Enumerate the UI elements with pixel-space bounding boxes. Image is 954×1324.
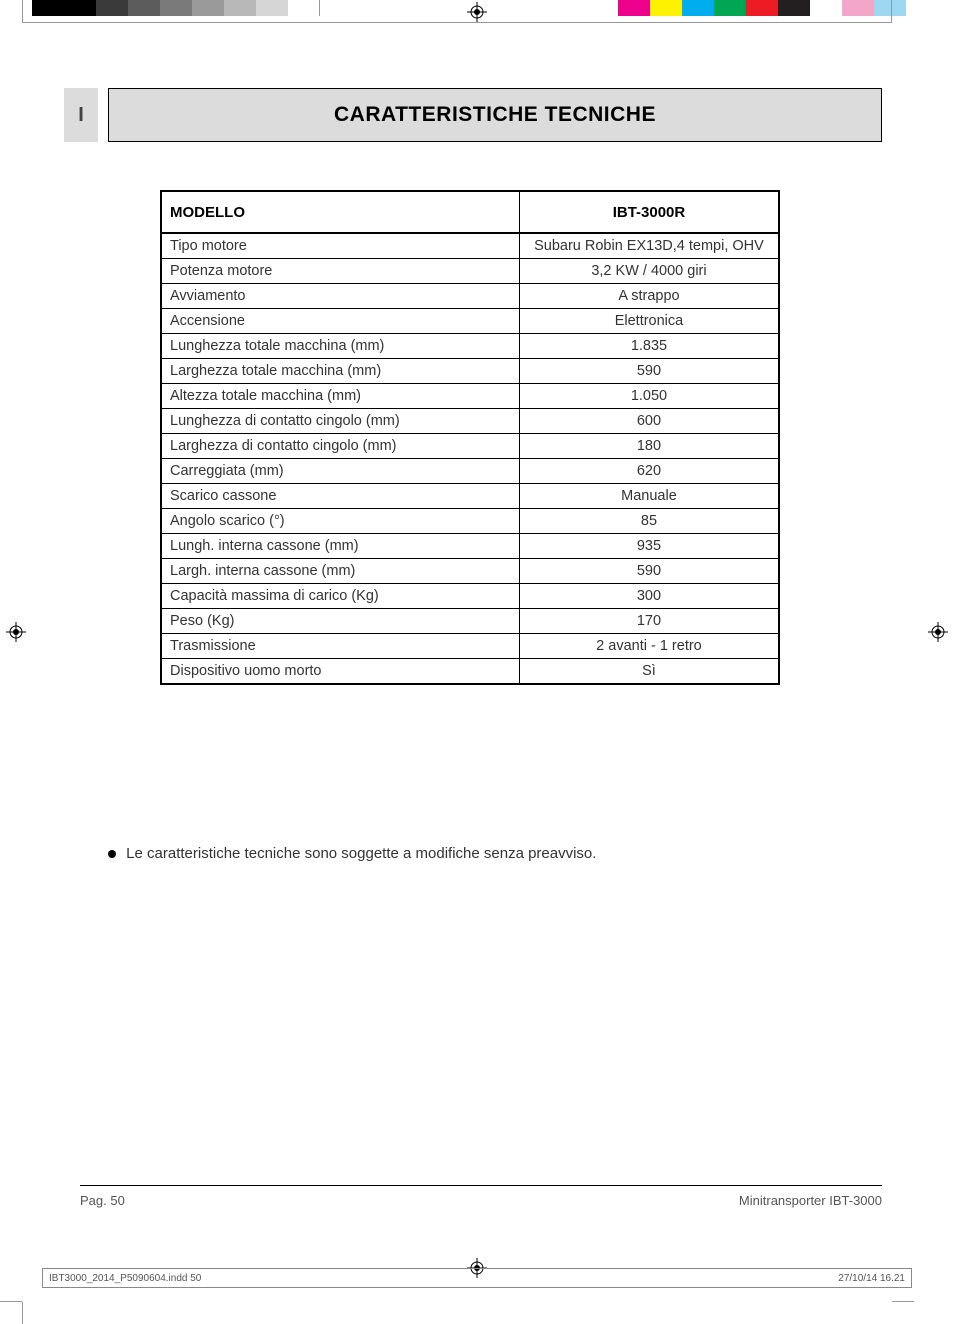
color-swatch [288, 0, 320, 16]
color-swatch [96, 0, 128, 16]
spec-value: Elettronica [519, 309, 779, 334]
section-header: CARATTERISTICHE TECNICHE [108, 88, 882, 142]
slug-timestamp: 27/10/14 16.21 [838, 1273, 905, 1284]
spec-value: Manuale [519, 484, 779, 509]
color-swatch [874, 0, 906, 16]
spec-label: Carreggiata (mm) [161, 459, 519, 484]
spec-value: 590 [519, 359, 779, 384]
color-swatch [714, 0, 746, 16]
spec-label: Capacità massima di carico (Kg) [161, 584, 519, 609]
crop-mark [892, 1301, 914, 1302]
table-row: Dispositivo uomo mortoSì [161, 659, 779, 685]
table-row: Lunghezza di contatto cingolo (mm)600 [161, 409, 779, 434]
color-swatch [682, 0, 714, 16]
footer-doc-name: Minitransporter IBT-3000 [739, 1193, 882, 1208]
color-swatch [746, 0, 778, 16]
spec-value: Subaru Robin EX13D,4 tempi, OHV [519, 233, 779, 259]
spec-label: Accensione [161, 309, 519, 334]
registration-mark-icon [6, 622, 26, 642]
spec-label: Tipo motore [161, 233, 519, 259]
spec-value: 2 avanti - 1 retro [519, 634, 779, 659]
color-swatch [64, 0, 96, 16]
spec-value: 620 [519, 459, 779, 484]
table-row: Potenza motore3,2 KW / 4000 giri [161, 259, 779, 284]
table-header-value: IBT-3000R [519, 191, 779, 233]
spec-label: Scarico cassone [161, 484, 519, 509]
table-row: Lunghezza totale macchina (mm)1.835 [161, 334, 779, 359]
spec-value: Sì [519, 659, 779, 685]
table-row: Carreggiata (mm)620 [161, 459, 779, 484]
spec-table: MODELLO IBT-3000R Tipo motoreSubaru Robi… [160, 190, 780, 685]
spec-label: Avviamento [161, 284, 519, 309]
color-swatch [650, 0, 682, 16]
table-row: Larghezza totale macchina (mm)590 [161, 359, 779, 384]
section-tab: I [64, 88, 98, 142]
slug-file: IBT3000_2014_P5090604.indd 50 [49, 1273, 201, 1284]
spec-label: Altezza totale macchina (mm) [161, 384, 519, 409]
spec-value: 3,2 KW / 4000 giri [519, 259, 779, 284]
spec-label: Potenza motore [161, 259, 519, 284]
spec-value: 180 [519, 434, 779, 459]
table-row: Larghezza di contatto cingolo (mm)180 [161, 434, 779, 459]
table-row: Scarico cassoneManuale [161, 484, 779, 509]
spec-label: Angolo scarico (°) [161, 509, 519, 534]
spec-label: Peso (Kg) [161, 609, 519, 634]
spec-label: Trasmissione [161, 634, 519, 659]
footer-rule [80, 1185, 882, 1186]
footnote-text: Le caratteristiche tecniche sono soggett… [126, 845, 596, 862]
table-row: Lungh. interna cassone (mm)935 [161, 534, 779, 559]
spec-label: Lungh. interna cassone (mm) [161, 534, 519, 559]
table-row: Peso (Kg)170 [161, 609, 779, 634]
footer-page-number: Pag. 50 [80, 1193, 125, 1208]
color-swatches [618, 0, 906, 16]
crop-line-top [22, 22, 892, 23]
color-swatch [224, 0, 256, 16]
color-swatch [618, 0, 650, 16]
color-swatch [160, 0, 192, 16]
table-row: Largh. interna cassone (mm)590 [161, 559, 779, 584]
table-row: AccensioneElettronica [161, 309, 779, 334]
color-swatch [810, 0, 842, 16]
spec-label: Lunghezza totale macchina (mm) [161, 334, 519, 359]
color-swatch [842, 0, 874, 16]
table-header-row: MODELLO IBT-3000R [161, 191, 779, 233]
registration-mark-icon [467, 2, 487, 22]
spec-label: Dispositivo uomo morto [161, 659, 519, 685]
table-row: Altezza totale macchina (mm)1.050 [161, 384, 779, 409]
spec-value: 85 [519, 509, 779, 534]
spec-value: A strappo [519, 284, 779, 309]
spec-value: 170 [519, 609, 779, 634]
footnote: Le caratteristiche tecniche sono soggett… [108, 845, 596, 862]
spec-label: Larghezza totale macchina (mm) [161, 359, 519, 384]
table-row: Tipo motoreSubaru Robin EX13D,4 tempi, O… [161, 233, 779, 259]
table-row: Capacità massima di carico (Kg)300 [161, 584, 779, 609]
crop-mark [22, 1302, 23, 1324]
crop-mark [0, 1301, 22, 1302]
table-row: Angolo scarico (°)85 [161, 509, 779, 534]
table-row: Trasmissione2 avanti - 1 retro [161, 634, 779, 659]
bullet-icon [108, 850, 116, 858]
registration-mark-icon [928, 622, 948, 642]
spec-label: Lunghezza di contatto cingolo (mm) [161, 409, 519, 434]
spec-value: 590 [519, 559, 779, 584]
spec-value: 600 [519, 409, 779, 434]
color-swatch [192, 0, 224, 16]
color-swatch [32, 0, 64, 16]
indesign-slug: IBT3000_2014_P5090604.indd 50 27/10/14 1… [42, 1268, 912, 1288]
crop-tick [891, 0, 892, 22]
grayscale-swatches [32, 0, 320, 16]
page-content: I CARATTERISTICHE TECNICHE MODELLO IBT-3… [42, 40, 912, 1244]
spec-label: Larghezza di contatto cingolo (mm) [161, 434, 519, 459]
spec-value: 935 [519, 534, 779, 559]
color-swatch [778, 0, 810, 16]
table-header-model: MODELLO [161, 191, 519, 233]
spec-value: 1.050 [519, 384, 779, 409]
table-row: AvviamentoA strappo [161, 284, 779, 309]
color-swatch [128, 0, 160, 16]
crop-tick [22, 0, 23, 22]
spec-label: Largh. interna cassone (mm) [161, 559, 519, 584]
spec-value: 300 [519, 584, 779, 609]
color-swatch [256, 0, 288, 16]
spec-value: 1.835 [519, 334, 779, 359]
